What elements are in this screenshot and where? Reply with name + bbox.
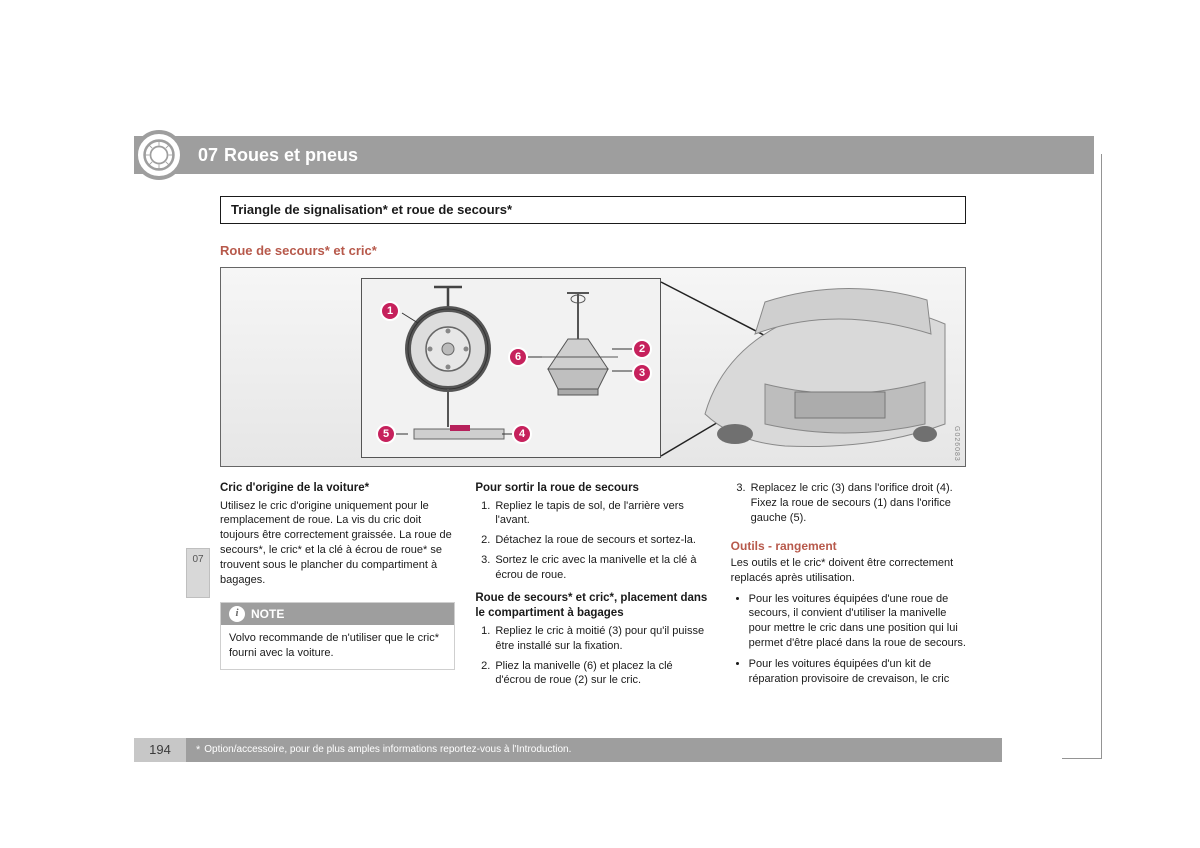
note-header: i NOTE [221, 603, 454, 625]
page-footer: 194 * Option/accessoire, pour de plus am… [134, 738, 1002, 762]
diagram-ref: G026083 [952, 426, 961, 462]
section-heading: Roue de secours* et cric* [220, 242, 1100, 260]
list-item: Sortez le cric avec la manivelle et la c… [493, 553, 710, 583]
page-subtitle: Triangle de signalisation* et roue de se… [220, 196, 966, 224]
list-item: Pliez la manivelle (6) et placez la clé … [493, 659, 710, 689]
spare-wheel-diagram: 1 2 3 4 5 6 G026083 [220, 267, 966, 467]
col3-steps: Replacez le cric (3) dans l'orifice droi… [731, 481, 966, 526]
chapter-header: 07 Roues et pneus [134, 136, 1100, 174]
list-item: Repliez le cric à moitié (3) pour qu'il … [493, 624, 710, 654]
col3-heading-red: Outils - rangement [731, 538, 966, 554]
col2-heading-1: Pour sortir la roue de secours [475, 481, 710, 497]
col3-paragraph: Les outils et le cric* doivent être corr… [731, 556, 966, 586]
chapter-number: 07 [198, 143, 218, 167]
car-trunk-illustration [695, 274, 955, 460]
column-3: Replacez le cric (3) dans l'orifice droi… [731, 481, 966, 693]
column-2: Pour sortir la roue de secours Repliez l… [475, 481, 710, 693]
list-item: Détachez la roue de secours et sortez-la… [493, 533, 710, 548]
page-number: 194 [134, 738, 186, 762]
col1-paragraph: Utilisez le cric d'origine uniquement po… [220, 499, 455, 588]
list-item: Repliez le tapis de sol, de l'arrière ve… [493, 499, 710, 529]
col3-bullets: Pour les voitures équipées d'une roue de… [731, 592, 966, 687]
tire-icon [134, 130, 184, 180]
footer-text: Option/accessoire, pour de plus amples i… [204, 743, 571, 757]
page-content: 07 Roues et pneus Triangle de signalisat… [134, 136, 1100, 693]
column-1: Cric d'origine de la voiture* Utilisez l… [220, 481, 455, 693]
header-notch [1094, 136, 1106, 174]
col2-steps-b: Repliez le cric à moitié (3) pour qu'il … [475, 624, 710, 688]
col2-steps-a: Repliez le tapis de sol, de l'arrière ve… [475, 499, 710, 583]
page-edge [1101, 154, 1102, 758]
asterisk-icon: * [196, 743, 200, 758]
list-item: Pour les voitures équipées d'un kit de r… [749, 657, 966, 687]
note-label: NOTE [251, 606, 284, 622]
info-icon: i [229, 606, 245, 622]
col1-heading: Cric d'origine de la voiture* [220, 481, 455, 497]
chapter-title: Roues et pneus [224, 143, 358, 167]
list-item: Replacez le cric (3) dans l'orifice droi… [749, 481, 966, 526]
list-item: Pour les voitures équipées d'une roue de… [749, 592, 966, 651]
body-columns: Cric d'origine de la voiture* Utilisez l… [220, 481, 966, 693]
note-body: Volvo recommande de n'utiliser que le cr… [221, 625, 454, 669]
note-box: i NOTE Volvo recommande de n'utiliser qu… [220, 602, 455, 670]
col2-heading-2: Roue de secours* et cric*, placement dan… [475, 591, 710, 622]
